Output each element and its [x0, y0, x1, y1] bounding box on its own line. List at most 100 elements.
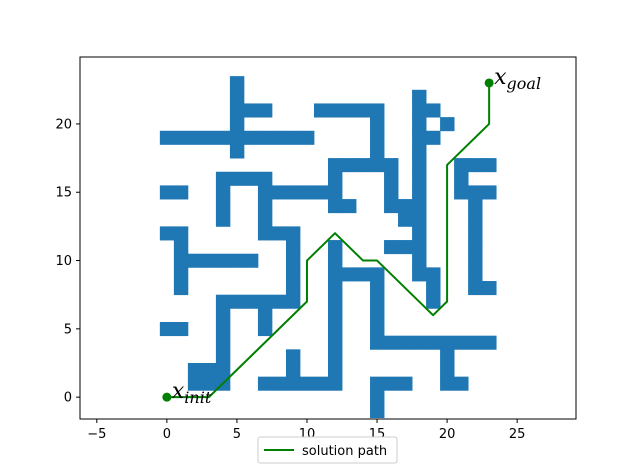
obstacle-cell	[328, 240, 343, 255]
obstacle-cell	[173, 240, 189, 255]
obstacle-cell	[468, 267, 483, 282]
obstacle-cell	[187, 376, 203, 391]
endpoint-label-subscript: init	[184, 388, 212, 407]
obstacle-cell	[412, 253, 427, 268]
obstacle-cell	[468, 240, 483, 255]
obstacle-cell	[173, 267, 189, 282]
obstacle-cell	[215, 199, 231, 214]
obstacle-cell	[342, 103, 357, 118]
obstacle-cell	[398, 335, 413, 350]
obstacle-cell	[215, 308, 231, 323]
obstacle-cell	[384, 335, 399, 350]
obstacle-cell	[243, 171, 259, 186]
obstacle-cell	[173, 281, 189, 296]
obstacle-cell	[285, 362, 301, 378]
endpoint-marker	[162, 392, 172, 402]
obstacle-cell	[328, 376, 343, 391]
obstacle-cell	[426, 281, 441, 296]
y-tick-label: 5	[64, 322, 72, 337]
obstacle-cell	[454, 158, 469, 173]
obstacle-cell	[468, 335, 483, 350]
obstacle-cell	[412, 171, 427, 186]
obstacle-cell	[412, 185, 427, 200]
obstacle-cell	[215, 253, 231, 268]
obstacle-cell	[412, 226, 427, 241]
x-tick-label: 25	[509, 427, 526, 442]
x-tick-label: 5	[233, 427, 241, 442]
y-tick-label: 10	[55, 254, 72, 269]
obstacle-cell	[328, 335, 343, 350]
endpoint-label-subscript: goal	[507, 74, 542, 93]
obstacle-cell	[356, 267, 371, 282]
obstacle-cell	[328, 362, 343, 378]
obstacle-cell	[468, 212, 483, 227]
obstacle-cell	[271, 376, 287, 391]
obstacle-cell	[257, 171, 273, 186]
obstacle-cell	[440, 349, 455, 364]
obstacle-cell	[285, 130, 301, 145]
obstacle-cell	[482, 185, 497, 200]
obstacle-cell	[229, 171, 245, 186]
obstacle-cell	[412, 335, 427, 350]
obstacle-cell	[384, 240, 399, 255]
obstacle-cell	[285, 294, 301, 309]
obstacle-cell	[299, 130, 315, 145]
solution-path-layer	[166, 82, 491, 399]
obstacle-cell	[173, 185, 189, 200]
obstacle-cell	[257, 226, 273, 241]
obstacle-cell	[328, 294, 343, 309]
obstacle-cell	[454, 335, 469, 350]
obstacle-cell	[215, 171, 231, 186]
plot-frame	[79, 56, 577, 420]
obstacle-cell	[342, 267, 357, 282]
obstacle-cell	[215, 212, 231, 227]
obstacle-cell	[328, 349, 343, 364]
obstacle-cell	[257, 103, 273, 118]
obstacle-cell	[370, 130, 385, 145]
obstacle-cell	[440, 117, 455, 132]
obstacle-cell	[412, 130, 427, 145]
obstacle-cell	[285, 226, 301, 241]
obstacle-cell	[229, 76, 245, 91]
obstacle-cell	[412, 158, 427, 173]
obstacle-cell	[328, 185, 343, 200]
legend: solution path	[257, 436, 398, 464]
obstacle-cell	[328, 103, 343, 118]
obstacle-cell	[215, 130, 231, 145]
obstacle-cell	[271, 226, 287, 241]
obstacle-cell	[426, 335, 441, 350]
obstacle-cell	[313, 103, 329, 118]
endpoint-marker	[484, 78, 494, 88]
obstacle-cell	[215, 335, 231, 350]
obstacle-cell	[384, 199, 399, 214]
x-tick-label: 0	[163, 427, 171, 442]
obstacle-cell	[412, 103, 427, 118]
obstacle-cell	[257, 212, 273, 227]
x-tick-label: −5	[87, 427, 106, 442]
obstacle-cell	[426, 130, 441, 145]
obstacle-cell	[243, 103, 259, 118]
obstacle-cell	[342, 199, 357, 214]
obstacle-cell	[313, 376, 329, 391]
obstacle-cell	[257, 185, 273, 200]
obstacle-cell	[243, 294, 259, 309]
obstacle-cell	[285, 240, 301, 255]
obstacle-cell	[229, 89, 245, 104]
obstacle-cell	[313, 185, 329, 200]
obstacle-cell	[384, 171, 399, 186]
obstacle-cell	[173, 253, 189, 268]
y-tick-label: 0	[64, 391, 72, 406]
obstacle-cell	[215, 185, 231, 200]
obstacle-cell	[257, 308, 273, 323]
obstacle-cell	[426, 294, 441, 309]
obstacle-cell	[271, 294, 287, 309]
obstacle-cell	[328, 171, 343, 186]
x-tick-label: 20	[439, 427, 456, 442]
endpoint-label: xgoal	[494, 65, 541, 93]
obstacle-cell	[257, 199, 273, 214]
obstacle-cell	[328, 158, 343, 173]
obstacle-cell	[482, 335, 497, 350]
obstacle-cell	[201, 130, 217, 145]
